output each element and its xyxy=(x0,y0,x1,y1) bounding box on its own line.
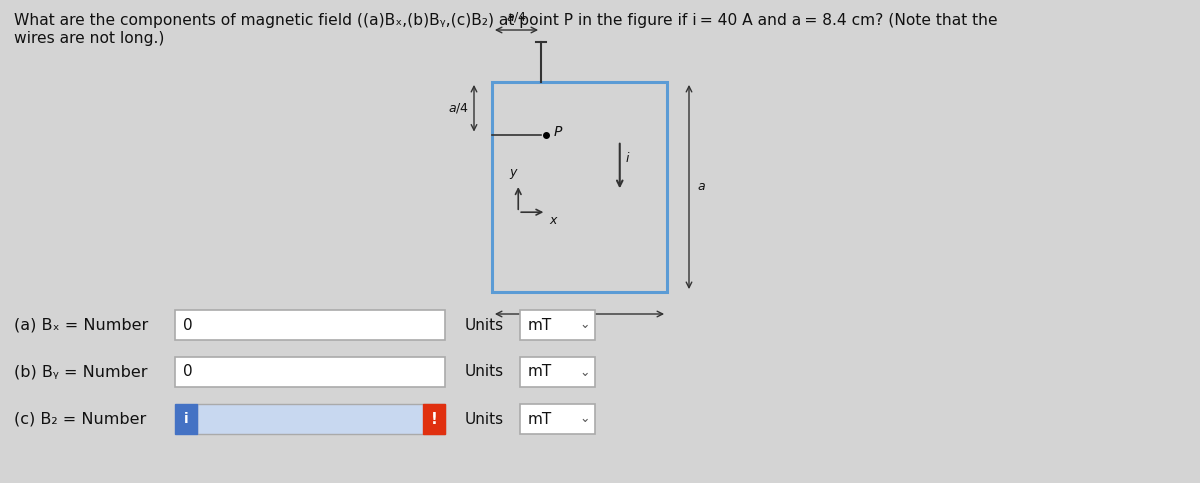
Text: (a) Bₓ = Number: (a) Bₓ = Number xyxy=(14,317,149,332)
Text: ⌄: ⌄ xyxy=(580,318,590,331)
Text: (c) B₂ = Number: (c) B₂ = Number xyxy=(14,412,146,426)
Text: $a$: $a$ xyxy=(575,320,584,333)
Bar xyxy=(520,357,595,387)
Bar xyxy=(492,82,667,292)
Text: mT: mT xyxy=(528,317,552,332)
Text: Units: Units xyxy=(466,317,504,332)
Text: mT: mT xyxy=(528,412,552,426)
Text: !: ! xyxy=(431,412,438,426)
Text: (b) Bᵧ = Number: (b) Bᵧ = Number xyxy=(14,365,148,380)
Bar xyxy=(520,404,595,434)
Text: $y$: $y$ xyxy=(509,167,520,181)
Bar xyxy=(175,404,197,434)
Text: $x$: $x$ xyxy=(550,214,559,227)
Text: $a/4$: $a/4$ xyxy=(506,10,527,24)
Bar xyxy=(520,310,595,340)
Text: wires are not long.): wires are not long.) xyxy=(14,31,164,46)
Text: What are the components of magnetic field ((a)Bₓ,(b)Bᵧ,(c)B₂) at point P in the : What are the components of magnetic fiel… xyxy=(14,13,997,28)
Bar xyxy=(175,310,445,340)
Bar xyxy=(175,357,445,387)
Text: ⌄: ⌄ xyxy=(580,366,590,379)
Text: ⌄: ⌄ xyxy=(580,412,590,426)
Text: $i$: $i$ xyxy=(625,151,630,165)
Bar xyxy=(424,404,445,434)
Text: i: i xyxy=(184,412,188,426)
Text: $a/4$: $a/4$ xyxy=(448,101,469,115)
Text: Units: Units xyxy=(466,412,504,426)
Text: $P$: $P$ xyxy=(553,126,563,140)
Text: 0: 0 xyxy=(182,365,193,380)
Text: mT: mT xyxy=(528,365,552,380)
Text: $a$: $a$ xyxy=(697,181,706,194)
Text: Units: Units xyxy=(466,365,504,380)
Bar xyxy=(197,404,445,434)
Text: 0: 0 xyxy=(182,317,193,332)
